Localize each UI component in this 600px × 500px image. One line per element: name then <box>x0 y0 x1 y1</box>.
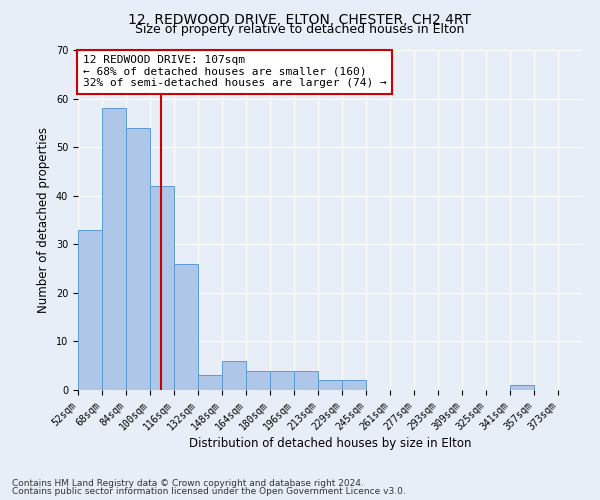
X-axis label: Distribution of detached houses by size in Elton: Distribution of detached houses by size … <box>189 438 471 450</box>
Text: 12 REDWOOD DRIVE: 107sqm
← 68% of detached houses are smaller (160)
32% of semi-: 12 REDWOOD DRIVE: 107sqm ← 68% of detach… <box>83 55 387 88</box>
Bar <box>174 264 198 390</box>
Y-axis label: Number of detached properties: Number of detached properties <box>37 127 50 313</box>
Bar <box>102 108 126 390</box>
Bar <box>318 380 342 390</box>
Text: 12, REDWOOD DRIVE, ELTON, CHESTER, CH2 4RT: 12, REDWOOD DRIVE, ELTON, CHESTER, CH2 4… <box>128 12 472 26</box>
Bar <box>294 370 318 390</box>
Bar <box>150 186 174 390</box>
Bar <box>222 361 246 390</box>
Bar <box>342 380 366 390</box>
Text: Contains public sector information licensed under the Open Government Licence v3: Contains public sector information licen… <box>12 487 406 496</box>
Bar <box>270 370 294 390</box>
Text: Contains HM Land Registry data © Crown copyright and database right 2024.: Contains HM Land Registry data © Crown c… <box>12 478 364 488</box>
Bar <box>198 376 222 390</box>
Bar <box>246 370 270 390</box>
Text: Size of property relative to detached houses in Elton: Size of property relative to detached ho… <box>136 22 464 36</box>
Bar <box>510 385 534 390</box>
Bar <box>126 128 150 390</box>
Bar <box>78 230 102 390</box>
